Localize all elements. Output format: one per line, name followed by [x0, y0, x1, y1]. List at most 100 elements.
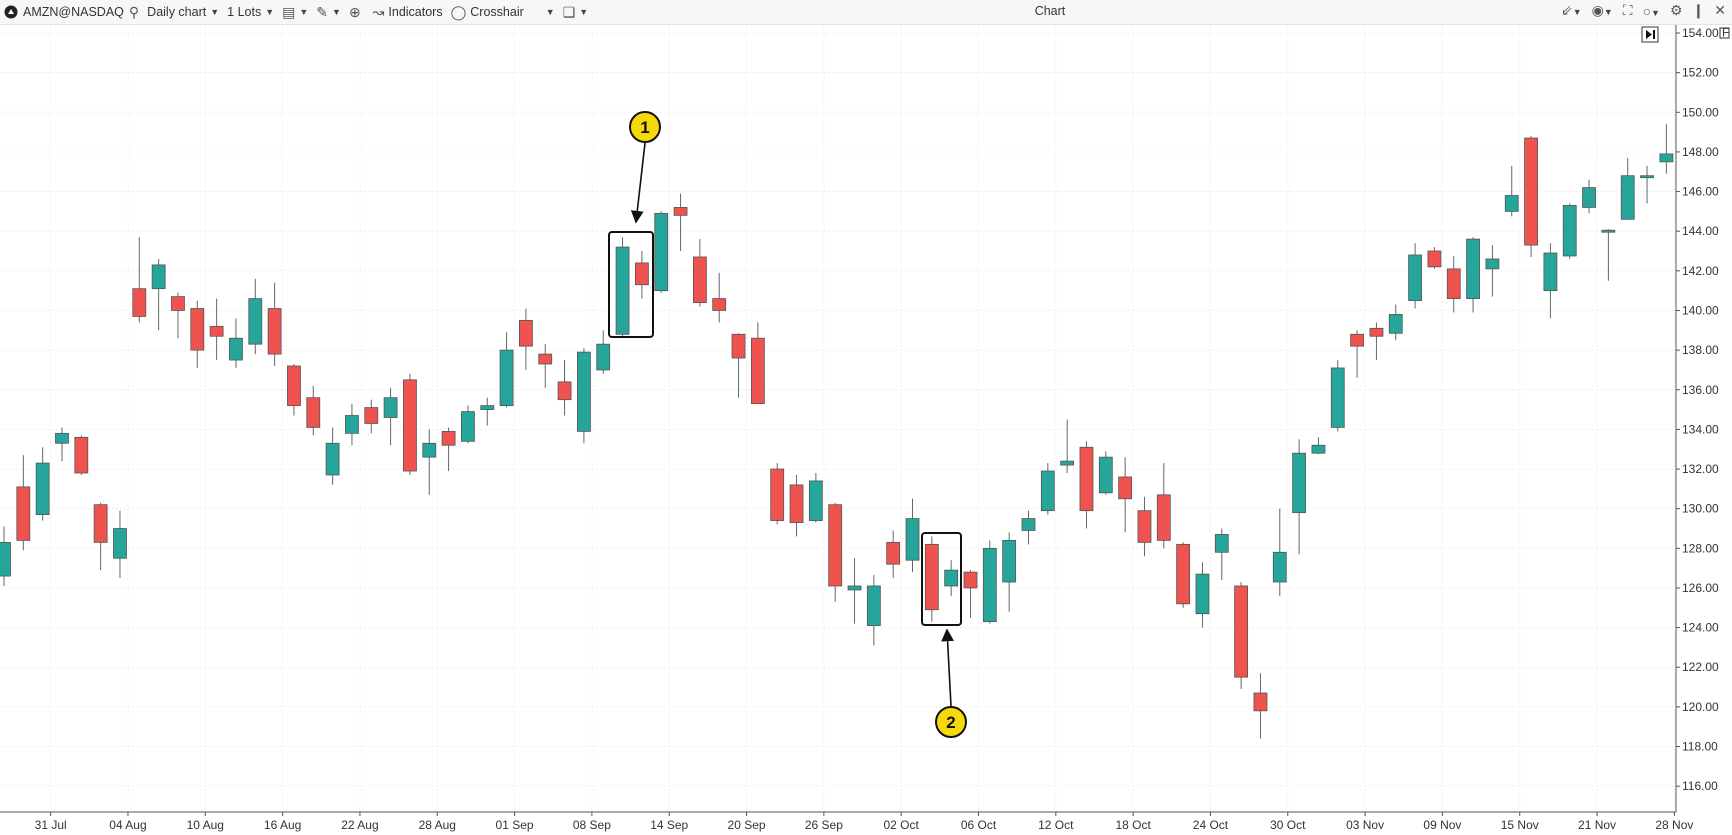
- pin-icon[interactable]: ❙: [1692, 2, 1705, 18]
- indicators-button[interactable]: ↝ Indicators: [373, 4, 443, 21]
- candle: [1137, 496, 1152, 557]
- close-icon[interactable]: ✕: [1714, 2, 1726, 18]
- candle-body: [151, 264, 166, 290]
- time-tick-label: 04 Aug: [109, 818, 146, 832]
- candle: [1524, 136, 1538, 257]
- candle: [1002, 532, 1017, 612]
- candle-body: [557, 381, 572, 401]
- time-tick-label: 09 Nov: [1423, 818, 1461, 832]
- time-tick-label: 15 Nov: [1501, 818, 1539, 832]
- candle-body: [1176, 543, 1191, 605]
- circle-icon[interactable]: ○▼: [1642, 2, 1660, 19]
- time-tick-label: 14 Sep: [650, 818, 688, 832]
- candle-body: [422, 442, 437, 458]
- annotation-marker: [629, 111, 661, 143]
- window-dropdown[interactable]: ❏ ▼: [563, 4, 588, 21]
- candle-body: [364, 407, 379, 424]
- candle: [1543, 243, 1558, 319]
- collapse-icon[interactable]: ⇙▼: [1560, 2, 1582, 18]
- price-tick-label: 126.00: [1682, 581, 1719, 595]
- time-tick-label: 20 Sep: [728, 818, 766, 832]
- candle-body: [1369, 327, 1384, 337]
- candle-body: [1272, 551, 1287, 583]
- candle: [132, 237, 147, 323]
- candles: [0, 124, 1674, 739]
- candle-body: [171, 296, 185, 311]
- symbol-selector[interactable]: AMZN@NASDAQ: [23, 5, 124, 19]
- candle: [828, 502, 843, 602]
- candle: [731, 333, 746, 398]
- candle: [1659, 124, 1674, 174]
- candle-body: [74, 436, 89, 474]
- candle-body: [1156, 494, 1171, 541]
- candle: [1408, 243, 1422, 309]
- candle-body: [403, 379, 417, 472]
- candle: [1388, 304, 1403, 341]
- candle: [267, 282, 282, 366]
- search-icon[interactable]: ⚲: [128, 3, 140, 20]
- candle-body: [750, 337, 765, 405]
- template-dropdown[interactable]: ▤ ▼: [282, 4, 308, 21]
- candle-body: [538, 353, 553, 365]
- timeframe-dropdown[interactable]: Daily chart ▼: [147, 5, 219, 19]
- candle-body: [1659, 153, 1674, 163]
- candle: [963, 570, 978, 618]
- price-tick-label: 136.00: [1682, 383, 1719, 397]
- fullscreen-icon[interactable]: ⛶: [1622, 2, 1633, 18]
- candle-body: [1388, 314, 1403, 334]
- candle-body: [654, 212, 669, 292]
- candle-body: [847, 585, 862, 591]
- candle: [944, 560, 959, 596]
- time-tick-label: 22 Aug: [341, 818, 378, 832]
- candle: [886, 530, 901, 579]
- candle-body: [789, 484, 804, 523]
- candle-body: [1292, 452, 1307, 514]
- annotation-label: 2: [946, 713, 955, 732]
- lots-dropdown[interactable]: 1 Lots ▼: [227, 5, 274, 19]
- candle: [654, 211, 669, 293]
- candle-body: [963, 571, 978, 589]
- pencil-icon: ✎: [316, 3, 329, 20]
- crosshair-caret-icon[interactable]: ▼: [545, 7, 555, 17]
- candle-body: [1253, 692, 1268, 712]
- highlight-box: [921, 532, 962, 626]
- candle-body: [1002, 539, 1017, 583]
- candle: [113, 510, 127, 579]
- candle-body: [1350, 333, 1364, 347]
- candle-body: [1040, 470, 1055, 512]
- candle: [383, 387, 398, 446]
- candle: [538, 344, 553, 388]
- price-tick-label: 134.00: [1682, 422, 1719, 436]
- candle-body: [267, 308, 282, 355]
- candle-body: [35, 462, 50, 516]
- candle: [673, 193, 688, 252]
- candle: [905, 498, 920, 573]
- grid: [0, 25, 1676, 812]
- candle: [1156, 463, 1171, 549]
- price-tick-label: 128.00: [1682, 541, 1719, 555]
- candle-body: [1098, 456, 1113, 494]
- camera-icon[interactable]: ◉▼: [1591, 2, 1613, 18]
- candle: [1350, 330, 1364, 378]
- candle: [403, 373, 417, 475]
- candle: [190, 300, 205, 368]
- annotation-arrow: [941, 628, 954, 707]
- zoom-in-icon[interactable]: ⊕: [348, 3, 361, 20]
- window-controls: ⇙▼ ◉▼ ⛶ ○▼ ⚙ ❙ ✕: [1561, 2, 1726, 19]
- candle-body: [615, 246, 630, 335]
- gear-icon[interactable]: ⚙: [1669, 2, 1683, 18]
- price-tick-label: 130.00: [1682, 502, 1719, 516]
- candle: [422, 429, 437, 495]
- candle-body: [866, 585, 881, 627]
- drawing-dropdown[interactable]: ✎ ▼: [316, 4, 341, 21]
- candle: [209, 298, 224, 361]
- crosshair-button[interactable]: ◯ Crosshair: [451, 4, 524, 21]
- candle: [1311, 437, 1326, 455]
- candle-body: [944, 569, 959, 587]
- candle-body: [1466, 238, 1480, 299]
- candle: [480, 397, 495, 426]
- candle-body: [248, 298, 263, 345]
- candle: [1214, 528, 1229, 581]
- candle: [93, 502, 108, 571]
